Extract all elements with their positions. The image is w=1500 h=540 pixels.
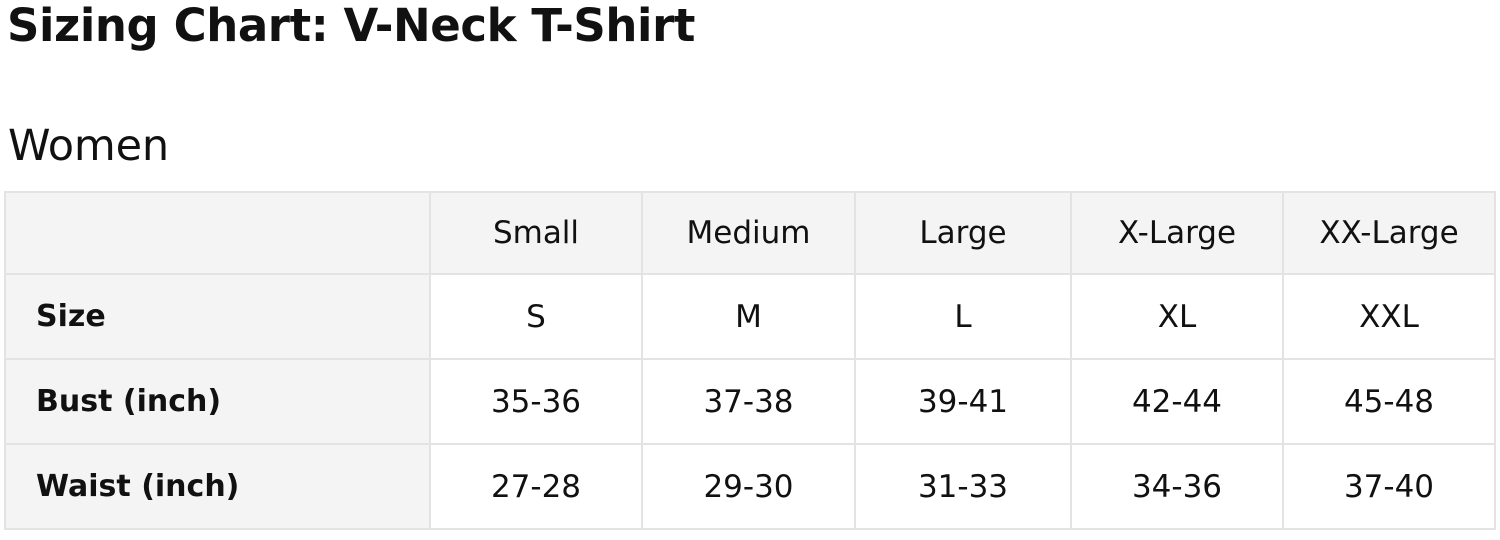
row-label-size: Size — [4, 273, 431, 360]
cell-size-large: L — [854, 273, 1072, 360]
cell-bust-x-large: 42-44 — [1070, 358, 1284, 445]
table-row: Bust (inch) 35-36 37-38 39-41 42-44 45-4… — [4, 358, 1496, 445]
column-header-xx-large: XX-Large — [1282, 191, 1496, 275]
cell-bust-xx-large: 45-48 — [1282, 358, 1496, 445]
table-header: Small Medium Large X-Large XX-Large — [4, 191, 1496, 275]
table-body: Size S M L XL XXL Bust (inch) 35-36 37-3… — [4, 273, 1496, 530]
cell-bust-large: 39-41 — [854, 358, 1072, 445]
column-header-medium: Medium — [641, 191, 856, 275]
table-header-row: Small Medium Large X-Large XX-Large — [4, 191, 1496, 275]
column-header-small: Small — [429, 191, 643, 275]
cell-size-x-large: XL — [1070, 273, 1284, 360]
cell-waist-xx-large: 37-40 — [1282, 443, 1496, 530]
table-row: Waist (inch) 27-28 29-30 31-33 34-36 37-… — [4, 443, 1496, 530]
column-header-x-large: X-Large — [1070, 191, 1284, 275]
row-label-waist: Waist (inch) — [4, 443, 431, 530]
sizing-table: Small Medium Large X-Large XX-Large Size… — [4, 191, 1496, 530]
column-header-large: Large — [854, 191, 1072, 275]
cell-bust-small: 35-36 — [429, 358, 643, 445]
table-corner-cell — [4, 191, 431, 275]
cell-size-small: S — [429, 273, 643, 360]
row-label-bust: Bust (inch) — [4, 358, 431, 445]
cell-waist-large: 31-33 — [854, 443, 1072, 530]
cell-size-xx-large: XXL — [1282, 273, 1496, 360]
section-title-women: Women — [8, 121, 169, 171]
table-row: Size S M L XL XXL — [4, 273, 1496, 360]
cell-waist-x-large: 34-36 — [1070, 443, 1284, 530]
cell-bust-medium: 37-38 — [641, 358, 856, 445]
cell-size-medium: M — [641, 273, 856, 360]
cell-waist-medium: 29-30 — [641, 443, 856, 530]
sizing-table-container: Small Medium Large X-Large XX-Large Size… — [4, 191, 1496, 530]
cell-waist-small: 27-28 — [429, 443, 643, 530]
page-title: Sizing Chart: V-Neck T-Shirt — [7, 0, 695, 52]
